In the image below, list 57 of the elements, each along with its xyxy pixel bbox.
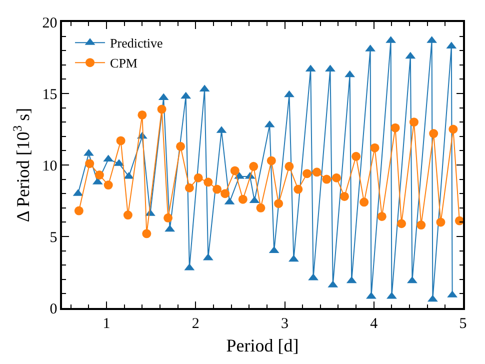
point: [436, 218, 446, 227]
point: [194, 173, 203, 182]
point: [429, 129, 438, 138]
point: [284, 90, 294, 98]
point: [164, 213, 173, 222]
point: [74, 206, 84, 216]
x-tick-label: 4: [370, 316, 378, 332]
point: [302, 169, 312, 178]
point: [176, 142, 186, 151]
point: [157, 104, 166, 114]
point: [220, 189, 230, 198]
y-tick-label: 10: [42, 158, 58, 174]
point: [428, 294, 438, 302]
point: [249, 162, 258, 171]
x-tick-label: 1: [102, 316, 110, 332]
point: [123, 210, 132, 220]
point: [94, 170, 104, 180]
y-tick-label: 15: [42, 86, 58, 103]
point: [352, 152, 361, 161]
point: [204, 178, 213, 187]
y-tick-label: 20: [42, 15, 58, 32]
x-tick-label: 5: [459, 316, 467, 332]
point: [360, 198, 369, 207]
point: [85, 159, 94, 168]
legend-label: Predictive: [110, 36, 163, 51]
point: [256, 203, 266, 212]
point: [377, 212, 386, 221]
point: [416, 220, 426, 230]
point: [266, 156, 276, 166]
point: [308, 273, 318, 280]
x-tick-label: 3: [281, 316, 289, 332]
x-axis-title: Period [d]: [226, 335, 299, 356]
point: [104, 180, 113, 190]
y-tick-label: 0: [50, 301, 58, 318]
point: [184, 183, 194, 192]
point: [332, 173, 341, 182]
point: [230, 166, 240, 176]
point: [274, 199, 284, 208]
point: [390, 123, 400, 132]
point: [312, 168, 322, 177]
point: [212, 184, 222, 194]
x-tick-label: 2: [192, 316, 200, 332]
point: [407, 276, 418, 284]
point: [294, 184, 303, 194]
point: [409, 118, 418, 127]
point: [142, 229, 152, 238]
legend-label: CPM: [110, 56, 138, 71]
point: [284, 162, 294, 171]
y-tick-label: 5: [50, 230, 58, 246]
point: [340, 192, 349, 201]
point: [370, 143, 380, 152]
point: [238, 194, 248, 204]
point: [138, 110, 147, 120]
point: [322, 174, 332, 184]
point: [397, 219, 406, 228]
point: [448, 124, 458, 134]
point: [116, 136, 126, 146]
